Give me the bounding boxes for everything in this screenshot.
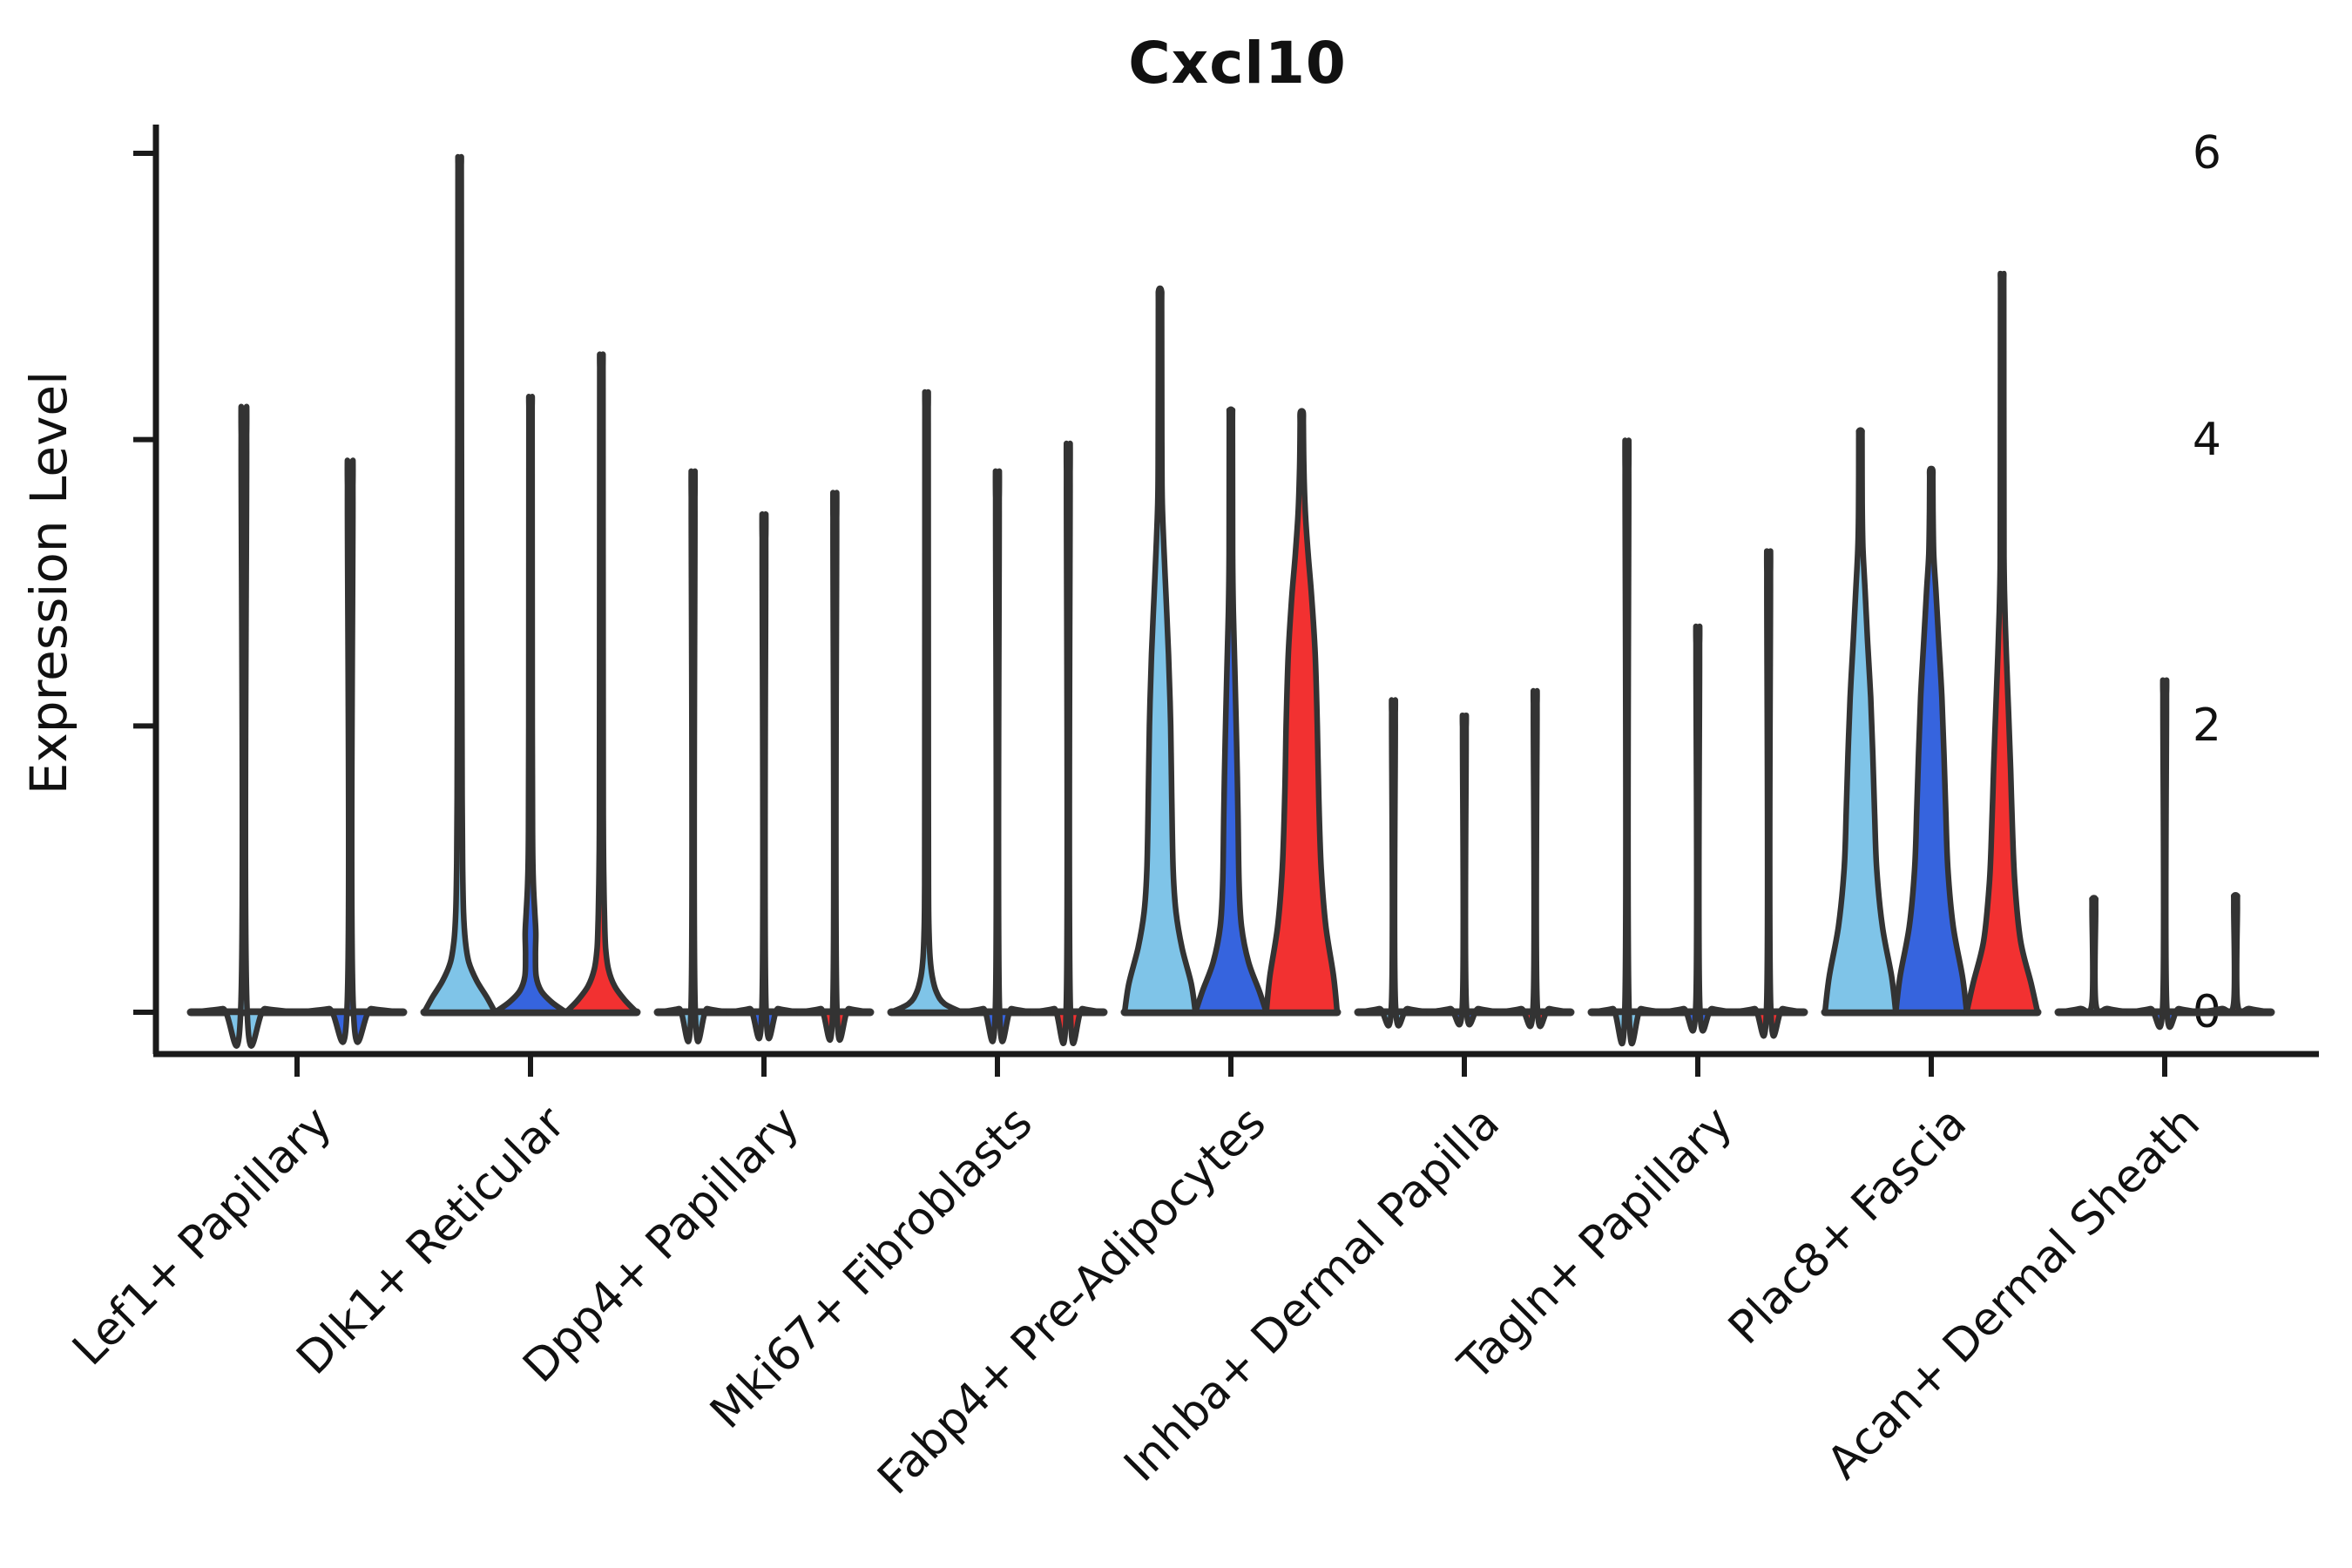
violin-fabp4-1 [1193, 406, 1269, 1016]
violin-dlk1-0 [421, 153, 498, 1016]
violin-fabp4-2 [1263, 408, 1341, 1016]
violin-acan-1 [2126, 677, 2203, 1031]
violin-inhba-2 [1497, 687, 1574, 1030]
violin-mki67-1 [959, 468, 1036, 1044]
violin-mki67-0 [888, 389, 965, 1016]
violin-lef1-0 [187, 403, 301, 1049]
violin-tagln-0 [1588, 437, 1666, 1047]
violin-inhba-1 [1426, 713, 1503, 1028]
y-tick-label-4: 4 [2192, 414, 2221, 466]
violin-plac8-2 [1963, 270, 2041, 1016]
violin-dlk1-2 [563, 351, 640, 1016]
y-tick-label-6: 6 [2192, 127, 2221, 179]
violin-tagln-1 [1659, 624, 1736, 1034]
violin-acan-0 [2055, 895, 2132, 1016]
violin-inhba-0 [1355, 697, 1432, 1029]
violin-plac8-0 [1821, 427, 1899, 1016]
violin-dpp4-2 [796, 490, 874, 1044]
y-tick-label-2: 2 [2192, 700, 2221, 752]
violin-plac8-1 [1893, 465, 1970, 1016]
chart-title: Cxcl10 [1128, 30, 1347, 97]
violin-tagln-2 [1730, 548, 1808, 1039]
violin-dpp4-0 [654, 468, 732, 1044]
violin-dlk1-1 [492, 394, 569, 1016]
violin-fabp4-0 [1121, 285, 1199, 1016]
violin-lef1-1 [294, 457, 407, 1045]
violin-dpp4-1 [726, 511, 802, 1042]
violin-mki67-2 [1030, 440, 1107, 1046]
violin-acan-2 [2197, 892, 2274, 1016]
